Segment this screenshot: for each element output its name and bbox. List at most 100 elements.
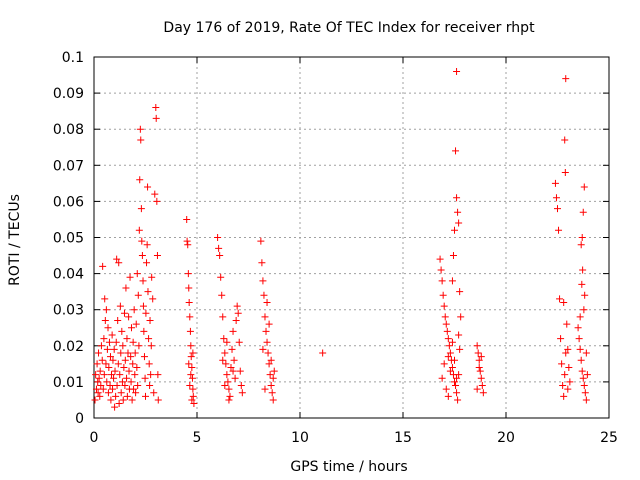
data-point	[564, 385, 572, 393]
data-point	[265, 360, 273, 368]
data-point	[117, 349, 125, 357]
y-axis-ticks: 0 0.01 0.02 0.03 0.04 0.05 0.06 0.07 0.08 0.09 0.1	[53, 50, 609, 427]
data-point	[558, 360, 566, 368]
data-point	[92, 385, 100, 393]
data-point	[268, 389, 276, 397]
data-point	[99, 385, 107, 393]
data-point	[187, 342, 195, 350]
data-point	[95, 374, 103, 382]
y-axis-label: ROTI / TECUs	[7, 194, 23, 286]
data-point	[233, 302, 241, 310]
data-point	[451, 378, 458, 386]
data-point	[453, 389, 461, 397]
data-point	[445, 342, 453, 350]
data-point	[560, 392, 568, 400]
data-point	[552, 194, 560, 202]
data-point	[561, 169, 569, 177]
data-point	[478, 382, 486, 390]
data-point	[134, 291, 142, 299]
x-tick-label: 25	[600, 430, 618, 446]
data-point	[103, 345, 111, 353]
data-point	[269, 396, 277, 404]
data-point	[439, 291, 447, 299]
data-point	[457, 313, 465, 321]
data-point	[190, 400, 198, 408]
data-point	[184, 241, 192, 249]
data-point	[131, 371, 139, 379]
data-point	[217, 273, 225, 281]
data-point	[96, 392, 104, 400]
data-point	[230, 356, 238, 364]
data-point	[222, 360, 230, 368]
y-tick-label: 0.05	[53, 231, 84, 247]
grid-lines	[94, 57, 609, 418]
data-point	[129, 338, 137, 346]
data-point	[578, 234, 586, 241]
data-point	[267, 382, 275, 390]
data-point	[229, 327, 237, 335]
data-point	[109, 385, 117, 393]
data-point	[95, 349, 103, 357]
data-point	[556, 295, 564, 303]
data-point	[137, 136, 145, 144]
data-point	[186, 313, 194, 321]
data-point	[479, 389, 487, 397]
data-point	[234, 309, 242, 317]
data-point	[189, 349, 197, 357]
data-point	[123, 335, 131, 343]
data-point	[453, 67, 461, 75]
data-point	[94, 378, 102, 386]
data-point	[138, 237, 146, 245]
data-point	[112, 392, 120, 400]
y-tick-label: 0	[75, 411, 84, 427]
data-point	[133, 270, 141, 278]
data-point	[219, 313, 227, 321]
data-point	[456, 288, 464, 296]
data-point	[106, 382, 114, 390]
data-point	[115, 259, 123, 267]
data-point	[149, 295, 157, 303]
data-point	[120, 363, 128, 371]
data-point	[215, 244, 223, 252]
data-point	[98, 356, 106, 364]
data-point	[127, 378, 135, 386]
data-point	[105, 338, 113, 346]
data-point	[562, 349, 570, 357]
data-point	[442, 385, 450, 393]
data-point	[452, 147, 460, 155]
data-point	[232, 317, 240, 325]
data-point	[269, 374, 277, 382]
data-point	[263, 298, 271, 306]
data-point	[319, 349, 327, 357]
data-point	[261, 385, 269, 393]
data-point	[183, 237, 191, 245]
data-point	[142, 309, 150, 317]
data-point	[131, 349, 139, 357]
data-point	[446, 349, 454, 357]
data-point	[118, 378, 126, 386]
data-point	[114, 317, 122, 325]
data-point	[113, 255, 121, 263]
data-point	[151, 190, 159, 198]
data-point	[143, 241, 151, 249]
data-point	[575, 335, 583, 343]
data-point	[130, 385, 138, 393]
data-point	[237, 382, 245, 390]
data-point	[224, 378, 232, 386]
data-point	[216, 252, 224, 260]
data-point	[139, 277, 147, 285]
data-point	[576, 345, 584, 353]
data-point	[117, 389, 125, 397]
data-point	[455, 371, 463, 379]
data-point	[125, 367, 133, 375]
data-point	[123, 374, 131, 382]
data-point	[113, 382, 121, 390]
data-point	[555, 226, 563, 234]
data-point	[135, 342, 143, 350]
data-point	[451, 226, 458, 234]
data-point	[103, 378, 111, 386]
data-point	[91, 396, 99, 404]
data-point	[102, 360, 110, 368]
data-point	[474, 349, 482, 357]
data-point	[440, 360, 448, 368]
